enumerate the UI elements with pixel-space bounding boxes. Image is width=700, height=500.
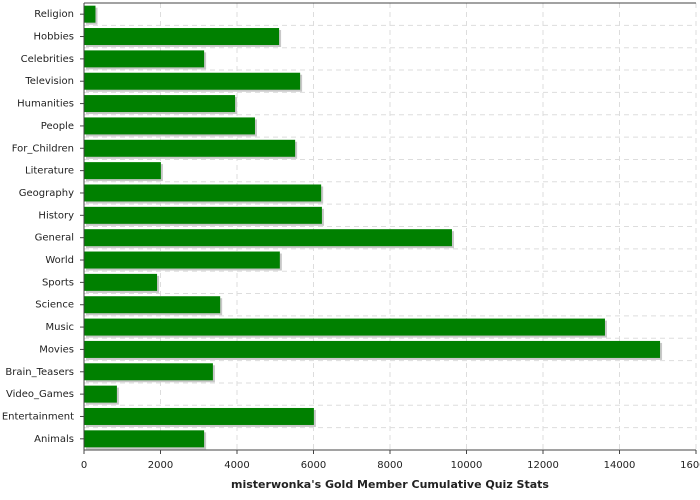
y-tick-label: Movies <box>39 344 74 355</box>
bar <box>84 229 452 247</box>
y-tick-label: Television <box>24 76 74 87</box>
x-tick-label: 2000 <box>148 460 173 471</box>
y-tick-label: Literature <box>25 166 74 177</box>
bar <box>84 184 322 202</box>
y-tick-label: Music <box>46 322 74 333</box>
x-tick-label: 16000 <box>680 460 700 471</box>
y-tick-label: Religion <box>34 9 74 20</box>
bar <box>84 72 301 90</box>
y-tick-label: Video_Games <box>6 389 74 400</box>
y-tick-label: Animals <box>34 434 74 445</box>
y-tick-label: Geography <box>19 188 74 199</box>
bar <box>84 273 158 291</box>
bar <box>84 430 205 448</box>
bar <box>84 296 221 314</box>
y-tick-label: People <box>41 121 74 132</box>
bar <box>84 251 280 269</box>
y-tick-label: Hobbies <box>34 32 74 43</box>
bar <box>84 139 296 157</box>
bar <box>84 117 255 135</box>
x-tick-label: 14000 <box>604 460 636 471</box>
bar <box>84 407 314 425</box>
bar <box>84 206 322 224</box>
bar <box>84 95 236 113</box>
y-tick-label: History <box>38 210 74 221</box>
y-tick-label: Celebrities <box>21 54 74 65</box>
y-tick-label: General <box>35 233 74 244</box>
x-tick-label: 4000 <box>224 460 249 471</box>
x-tick-label: 6000 <box>301 460 326 471</box>
y-tick-label: Entertainment <box>2 411 74 422</box>
bar <box>84 28 280 46</box>
bar <box>84 363 213 381</box>
y-tick-label: Science <box>35 300 74 311</box>
bar <box>84 5 96 23</box>
bar <box>84 162 161 180</box>
x-tick-label: 0 <box>81 460 87 471</box>
bar <box>84 385 117 403</box>
bar <box>84 50 205 68</box>
bar <box>84 318 605 336</box>
x-tick-label: 8000 <box>377 460 402 471</box>
y-tick-label: Sports <box>42 277 74 288</box>
bar <box>84 340 661 358</box>
x-tick-label: 12000 <box>527 460 559 471</box>
x-axis-title: misterwonka's Gold Member Cumulative Qui… <box>231 478 549 491</box>
y-tick-label: Brain_Teasers <box>5 367 74 378</box>
y-tick-label: For_Children <box>12 143 74 154</box>
y-tick-label: World <box>45 255 74 266</box>
y-tick-label: Humanities <box>17 99 74 110</box>
x-tick-label: 10000 <box>451 460 483 471</box>
